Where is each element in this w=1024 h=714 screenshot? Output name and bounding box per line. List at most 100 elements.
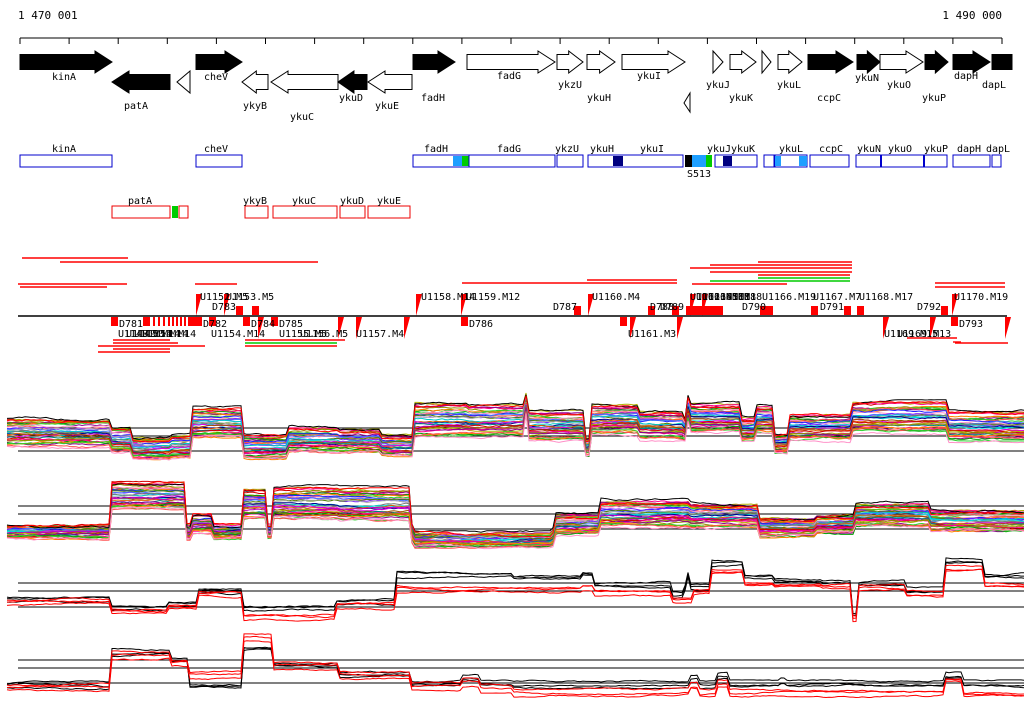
- probe-label-U1148.M14[interactable]: U1148.M14: [118, 329, 172, 340]
- probe-label-U1165.M18[interactable]: U1165.M18: [708, 292, 762, 303]
- probe-label-D785[interactable]: D785: [279, 319, 303, 330]
- probe-marker[interactable]: [461, 317, 468, 326]
- gene-arrow-patA[interactable]: [111, 70, 171, 94]
- operon-box-label-ykuP[interactable]: ykuP: [924, 144, 948, 155]
- gene-arrow-unnamed[interactable]: [683, 91, 691, 114]
- probe-label-U1158.M14[interactable]: U1158.M14: [421, 292, 475, 303]
- probe-marker[interactable]: [338, 317, 344, 339]
- probe-label-U1153.M5[interactable]: U1153.M5: [226, 292, 274, 303]
- gene-arrow-unnamed[interactable]: [761, 49, 772, 75]
- probe-marker[interactable]: [941, 306, 948, 315]
- probe-label-U1155.M5[interactable]: U1155.M5: [279, 329, 327, 340]
- probe-marker[interactable]: [620, 317, 627, 326]
- probe-label-D781[interactable]: D781: [119, 319, 143, 330]
- operon-box-label-ykuI[interactable]: ykuI: [640, 144, 664, 155]
- gene-arrow-dapL[interactable]: [991, 54, 1013, 70]
- probe-marker[interactable]: [883, 317, 889, 339]
- probe-marker[interactable]: [224, 294, 230, 316]
- probe-marker[interactable]: [416, 294, 422, 316]
- gene-arrow-dapH[interactable]: [952, 50, 991, 74]
- operon-sublabel-S513[interactable]: S513: [687, 169, 711, 180]
- probe-marker[interactable]: [716, 306, 723, 315]
- probe-label-U1166.M19[interactable]: U1166.M19: [762, 292, 816, 303]
- probe-marker[interactable]: [696, 306, 703, 315]
- probe-marker[interactable]: [461, 294, 467, 316]
- gene-arrow-ykzU[interactable]: [556, 49, 584, 75]
- probe-label-U1154.M14[interactable]: U1154.M14: [211, 329, 265, 340]
- probe-label-U1160.M4[interactable]: U1160.M4: [592, 292, 640, 303]
- probe-marker[interactable]: [951, 317, 958, 326]
- gene-arrow-ykyB[interactable]: [241, 69, 269, 95]
- probe-label-D787[interactable]: D787: [553, 302, 577, 313]
- gene-arrow-cheV[interactable]: [195, 50, 243, 74]
- probe-marker[interactable]: [701, 306, 708, 315]
- gene-arrow-ykuN[interactable]: [856, 49, 881, 75]
- probe-label-U1162.M16[interactable]: U1162.M16: [690, 292, 744, 303]
- transcript-box[interactable]: [339, 205, 366, 219]
- transcript-box-label-patA[interactable]: patA: [128, 196, 152, 207]
- probe-label-U1170.M19[interactable]: U1170.M19: [954, 292, 1008, 303]
- transcript-box[interactable]: [178, 205, 189, 219]
- probe-label-U1164.M18[interactable]: U1164.M18: [702, 292, 756, 303]
- probe-label-D782[interactable]: D782: [203, 319, 227, 330]
- probe-marker[interactable]: [857, 306, 864, 315]
- probe-marker[interactable]: [252, 306, 259, 315]
- probe-label-U1152.M5[interactable]: U1152.M5: [200, 292, 248, 303]
- probe-label-D793[interactable]: D793: [959, 319, 983, 330]
- probe-label-D783[interactable]: D783: [212, 302, 236, 313]
- probe-marker[interactable]: [952, 294, 958, 316]
- transcript-box-label-ykuD[interactable]: ykuD: [340, 196, 364, 207]
- gene-arrow-fadG[interactable]: [466, 50, 556, 74]
- probe-label-U1169.M13[interactable]: U1169.M13: [897, 329, 951, 340]
- gene-arrow-ykuP[interactable]: [924, 49, 949, 75]
- operon-box[interactable]: [19, 154, 113, 168]
- operon-box-label-ykzU[interactable]: ykzU: [555, 144, 579, 155]
- probe-label-U1159.M12[interactable]: U1159.M12: [466, 292, 520, 303]
- gene-arrow-ykuO[interactable]: [879, 50, 924, 74]
- operon-box-label-ccpC[interactable]: ccpC: [819, 144, 843, 155]
- probe-label-U1163.M18[interactable]: U1163.M18: [696, 292, 750, 303]
- operon-box[interactable]: [556, 154, 584, 168]
- probe-marker[interactable]: [243, 317, 250, 326]
- probe-label-U1157.M4[interactable]: U1157.M4: [356, 329, 404, 340]
- operon-box-label-dapH[interactable]: dapH: [957, 144, 981, 155]
- probe-marker[interactable]: [111, 317, 118, 326]
- operon-box[interactable]: [195, 154, 243, 168]
- probe-marker[interactable]: [588, 294, 594, 316]
- operon-box[interactable]: [587, 154, 684, 168]
- probe-marker[interactable]: [196, 294, 202, 316]
- probe-label-U1156.M5[interactable]: U1156.M5: [300, 329, 348, 340]
- operon-box-label-ykuO[interactable]: ykuO: [888, 144, 912, 155]
- probe-marker[interactable]: [188, 317, 195, 326]
- probe-label-U1149.M14[interactable]: U1149.M14: [126, 329, 180, 340]
- probe-marker[interactable]: [209, 317, 216, 326]
- operon-box-label-ykuK[interactable]: ykuK: [731, 144, 755, 155]
- operon-box[interactable]: [952, 154, 991, 168]
- probe-label-D789[interactable]: D789: [660, 302, 684, 313]
- probe-label-D784[interactable]: D784: [251, 319, 275, 330]
- operon-box[interactable]: [763, 154, 775, 168]
- probe-marker[interactable]: [1005, 317, 1011, 339]
- probe-label-D786[interactable]: D786: [469, 319, 493, 330]
- probe-label-D788[interactable]: D788: [650, 302, 674, 313]
- operon-box-label-cheV[interactable]: cheV: [204, 144, 228, 155]
- probe-marker[interactable]: [356, 317, 362, 339]
- operon-box-label-ykuN[interactable]: ykuN: [857, 144, 881, 155]
- probe-label-U1167.M7[interactable]: U1167.M7: [813, 292, 861, 303]
- probe-label-U1161.M3[interactable]: U1161.M3: [628, 329, 676, 340]
- probe-label-U1150.M14[interactable]: U1150.M14: [134, 329, 188, 340]
- probe-marker[interactable]: [706, 306, 713, 315]
- operon-box[interactable]: [714, 154, 758, 168]
- transcript-box-label-ykuE[interactable]: ykuE: [377, 196, 401, 207]
- gene-arrow-ykuC[interactable]: [270, 70, 339, 94]
- probe-marker[interactable]: [844, 306, 851, 315]
- gene-arrow-ccpC[interactable]: [807, 50, 854, 74]
- gene-arrow-unnamed[interactable]: [176, 69, 191, 95]
- operon-box-label-kinA[interactable]: kinA: [52, 144, 76, 155]
- probe-marker[interactable]: [686, 306, 693, 315]
- probe-label-U1169.M15[interactable]: U1169.M15: [884, 329, 938, 340]
- probe-marker[interactable]: [271, 317, 278, 326]
- probe-marker[interactable]: [766, 306, 773, 315]
- operon-box[interactable]: [991, 154, 1002, 168]
- transcript-box[interactable]: [367, 205, 411, 219]
